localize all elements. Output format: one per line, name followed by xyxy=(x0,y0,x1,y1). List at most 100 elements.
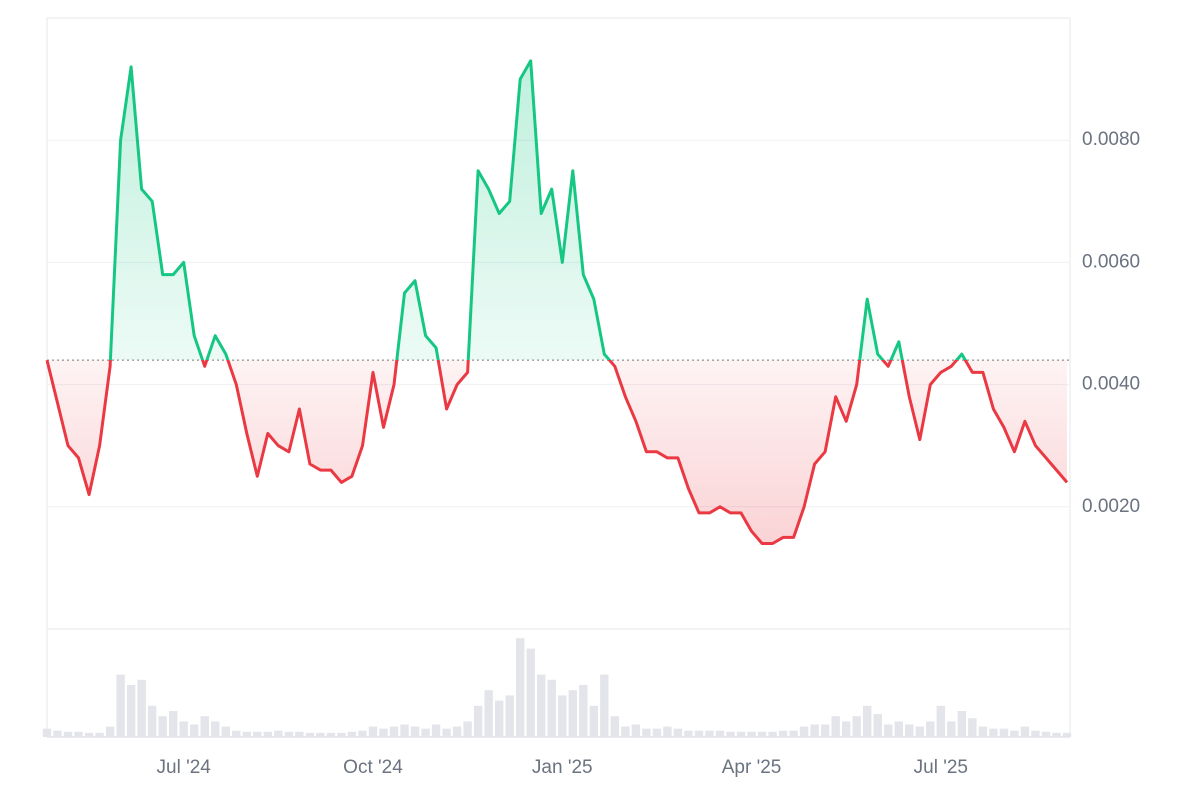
volume-bar xyxy=(726,731,735,737)
volume-bar xyxy=(894,721,903,737)
volume-bar xyxy=(515,638,525,737)
volume-bar xyxy=(663,726,672,737)
volume-bar xyxy=(1041,731,1051,737)
volume-bar xyxy=(200,716,209,737)
volume-bar xyxy=(316,732,325,737)
volume-bar xyxy=(547,679,556,737)
volume-bar xyxy=(452,726,462,737)
volume-bar xyxy=(232,730,241,737)
volume-bar xyxy=(421,728,430,737)
volume-bar xyxy=(368,726,378,737)
volume-bar xyxy=(589,705,599,737)
volume-bar xyxy=(831,716,840,737)
volume-bar xyxy=(957,711,967,737)
volume-bar xyxy=(558,695,567,737)
volume-bar xyxy=(263,731,273,737)
volume-bar xyxy=(305,732,315,737)
volume-bar xyxy=(1010,730,1019,737)
volume-bar xyxy=(431,724,441,737)
volume-bar xyxy=(1031,730,1040,737)
volume-bar xyxy=(274,730,283,737)
volume-bar xyxy=(799,726,809,737)
volume-bar xyxy=(736,731,746,737)
volume-bar xyxy=(947,721,956,737)
volume-bar xyxy=(789,730,798,737)
volume-bar xyxy=(684,730,693,737)
volume-bar xyxy=(989,728,998,737)
volume-bar xyxy=(652,728,662,737)
volume-bar xyxy=(810,724,819,737)
volume-bar xyxy=(74,731,83,737)
volume-bar xyxy=(747,731,756,737)
volume-bar xyxy=(326,732,336,737)
volume-bar xyxy=(999,728,1009,737)
volume-bar xyxy=(884,724,893,737)
volume-bar xyxy=(778,730,788,737)
volume-bar xyxy=(715,730,725,737)
x-tick-label: Oct '24 xyxy=(343,757,403,778)
volume-bar xyxy=(926,721,935,737)
volume-bar xyxy=(116,674,125,737)
volume-bar xyxy=(358,730,367,737)
volume-bar xyxy=(820,724,830,737)
volume-bar xyxy=(400,724,409,737)
volume-bar xyxy=(936,705,946,737)
volume-bar xyxy=(105,726,115,737)
volume-bar xyxy=(158,716,167,737)
volume-bar xyxy=(579,685,588,737)
volume-bar xyxy=(621,726,630,737)
volume-bar xyxy=(42,728,52,737)
volume-bar xyxy=(389,726,399,737)
volume-bar xyxy=(642,728,651,737)
volume-bar xyxy=(968,718,977,737)
volume-bar xyxy=(863,705,872,737)
volume-bar xyxy=(337,732,346,737)
volume-bar xyxy=(190,724,199,737)
volume-bar xyxy=(379,728,388,737)
volume-bar xyxy=(1052,732,1061,737)
volume-bar xyxy=(211,721,220,737)
volume-bar xyxy=(84,732,94,737)
x-tick-label: Jan '25 xyxy=(532,757,593,778)
volume-bar xyxy=(978,726,988,737)
volume-bar xyxy=(126,685,136,737)
volume-bar xyxy=(537,674,546,737)
volume-bar xyxy=(610,716,620,737)
volume-bar xyxy=(463,721,472,737)
y-tick-label: 0.0080 xyxy=(1082,129,1140,150)
volume-bar xyxy=(852,716,861,737)
volume-bar xyxy=(484,690,493,737)
volume-bar xyxy=(147,705,157,737)
volume-bar xyxy=(410,726,420,737)
price-area xyxy=(47,60,1067,544)
volume-bar xyxy=(284,731,294,737)
y-tick-label: 0.0020 xyxy=(1082,496,1140,517)
volume-bar xyxy=(1020,726,1030,737)
volume-bar xyxy=(568,690,577,737)
volume-bar xyxy=(242,731,251,737)
volume-bar xyxy=(631,724,641,737)
volume-bar xyxy=(221,726,230,737)
volume-bar xyxy=(873,714,882,737)
volume-bar xyxy=(600,674,609,737)
volume-bar xyxy=(63,731,73,737)
volume-bar xyxy=(295,731,304,737)
volume-bar xyxy=(768,731,777,737)
volume-bar xyxy=(494,700,504,737)
volume-bar xyxy=(137,679,146,737)
volume-bar xyxy=(526,648,535,737)
volume-bar xyxy=(694,730,704,737)
volume-bar xyxy=(673,728,683,737)
volume-bar xyxy=(253,731,262,737)
volume-bar xyxy=(505,695,514,737)
volume-bar xyxy=(473,705,483,737)
volume-bar xyxy=(757,731,767,737)
volume-bar xyxy=(168,711,178,737)
volume-bar xyxy=(53,730,62,737)
volume-bar xyxy=(915,726,924,737)
x-tick-label: Jul '24 xyxy=(157,757,212,778)
volume-bar xyxy=(347,731,357,737)
x-tick-label: Apr '25 xyxy=(722,757,782,778)
